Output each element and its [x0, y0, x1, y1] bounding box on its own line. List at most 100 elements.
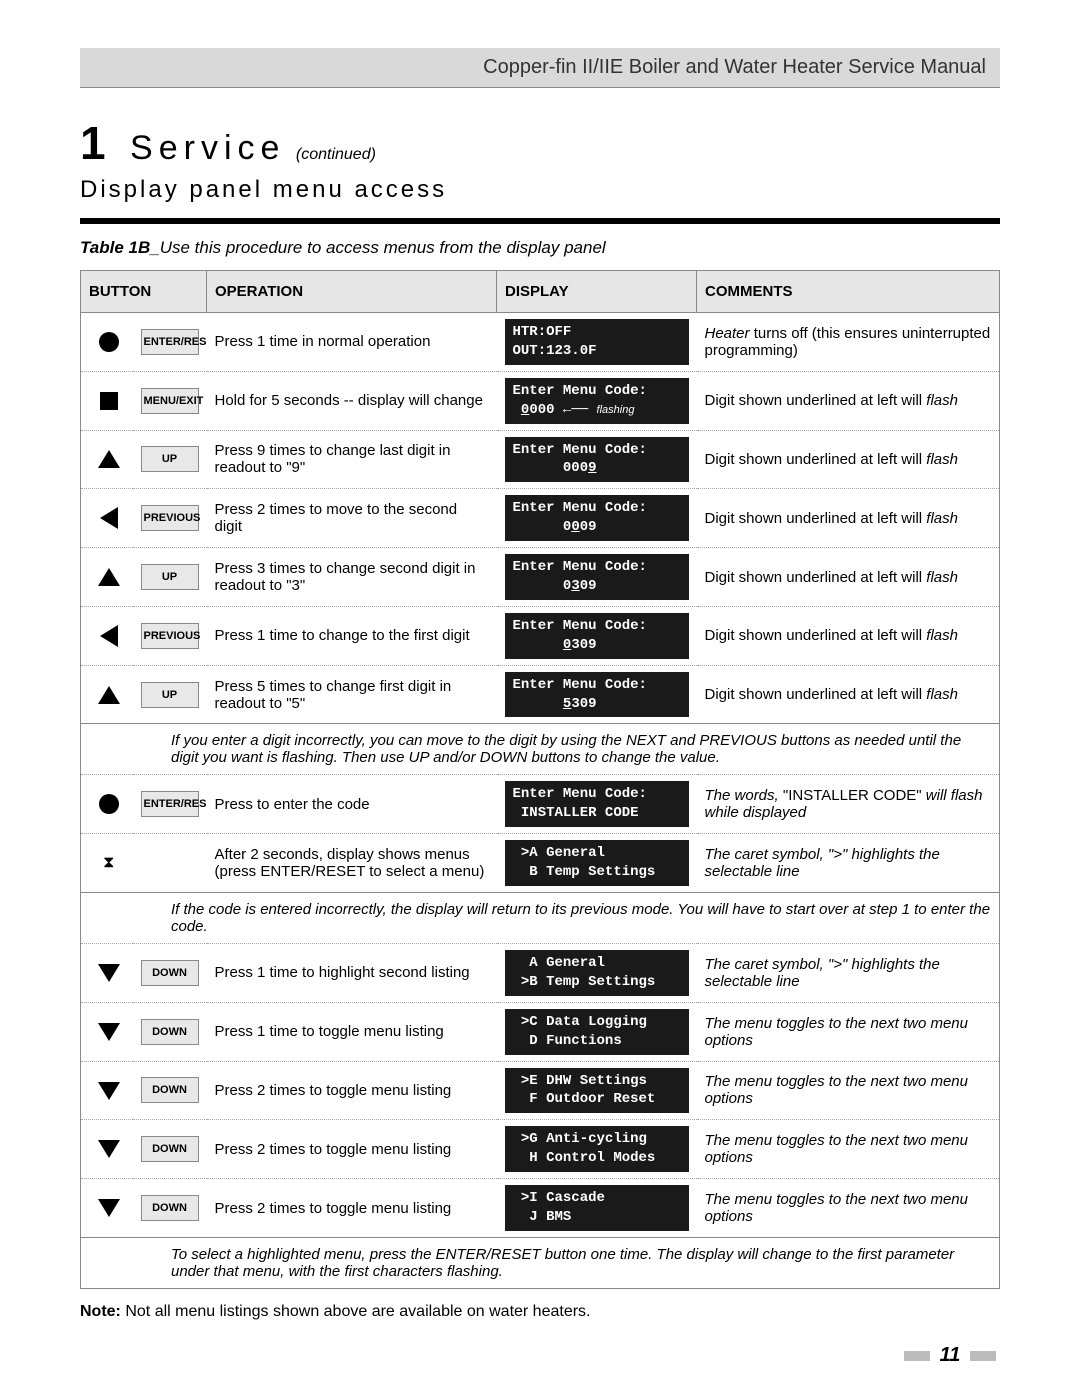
button-label: DOWN: [141, 1195, 199, 1221]
comments-cell: The menu toggles to the next two menu op…: [697, 1120, 1000, 1179]
button-label-cell: DOWN: [133, 1061, 207, 1120]
note-label: Note:: [80, 1303, 121, 1320]
display-cell: Enter Menu Code: INSTALLER CODE: [497, 775, 697, 834]
down-arrow-icon: [98, 1023, 120, 1041]
display-cell: Enter Menu Code: 0009: [497, 430, 697, 489]
th-comments: COMMENTS: [697, 271, 1000, 313]
lcd-display: Enter Menu Code: 0009: [505, 495, 689, 541]
button-label-cell: DOWN: [133, 1179, 207, 1238]
button-label: DOWN: [141, 960, 199, 986]
button-label-cell: MENU/EXIT: [133, 371, 207, 430]
button-icon-cell: [81, 313, 133, 372]
page-number: 11: [900, 1344, 1000, 1367]
page-bar-right: [970, 1351, 996, 1361]
button-label: MENU/EXIT: [141, 388, 199, 414]
display-cell: >A General B Temp Settings: [497, 834, 697, 893]
operation-cell: Press 2 times to toggle menu listing: [207, 1120, 497, 1179]
button-label-cell: PREVIOUS: [133, 606, 207, 665]
lcd-display: Enter Menu Code: 0009: [505, 437, 689, 483]
button-icon-cell: [81, 489, 133, 548]
operation-cell: Press 1 time to highlight second listing: [207, 944, 497, 1003]
operation-cell: Press 5 times to change first digit in r…: [207, 665, 497, 724]
comments-cell: Digit shown underlined at left will flas…: [697, 548, 1000, 607]
operation-cell: Press 1 time to change to the first digi…: [207, 606, 497, 665]
page: Copper-fin II/IIE Boiler and Water Heate…: [0, 0, 1080, 1397]
table-caption-bold: Table 1B_: [80, 238, 160, 257]
button-label-cell: DOWN: [133, 1120, 207, 1179]
lcd-display: Enter Menu Code: 5309: [505, 672, 689, 718]
button-icon-cell: [81, 775, 133, 834]
button-icon-cell: [81, 371, 133, 430]
section-title: 1 Service (continued): [80, 116, 1000, 170]
comments-cell: The menu toggles to the next two menu op…: [697, 1002, 1000, 1061]
lcd-display: >A General B Temp Settings: [505, 840, 689, 886]
table-caption-text: Use this procedure to access menus from …: [160, 238, 606, 257]
display-cell: Enter Menu Code: 0009: [497, 489, 697, 548]
button-icon-cell: [81, 1061, 133, 1120]
note-row: If you enter a digit incorrectly, you ca…: [81, 724, 1000, 775]
button-icon-cell: [81, 944, 133, 1003]
display-cell: Enter Menu Code: 0000 ←── flashing: [497, 371, 697, 430]
display-cell: >E DHW Settings F Outdoor Reset: [497, 1061, 697, 1120]
button-label: DOWN: [141, 1077, 199, 1103]
product-name: Copper-fin II/IIE: [483, 56, 623, 78]
button-label: PREVIOUS: [141, 623, 199, 649]
down-arrow-icon: [98, 1082, 120, 1100]
up-arrow-icon: [98, 450, 120, 468]
button-icon-cell: [81, 430, 133, 489]
lcd-display: >C Data Logging D Functions: [505, 1009, 689, 1055]
comments-cell: The menu toggles to the next two menu op…: [697, 1179, 1000, 1238]
operation-cell: Press 2 times to move to the second digi…: [207, 489, 497, 548]
button-label: DOWN: [141, 1136, 199, 1162]
previous-arrow-icon: [100, 625, 118, 647]
operation-cell: Press 1 time in normal operation: [207, 313, 497, 372]
comments-cell: The caret symbol, ">" highlights the sel…: [697, 834, 1000, 893]
operation-cell: Press 2 times to toggle menu listing: [207, 1061, 497, 1120]
th-button: BUTTON: [81, 271, 207, 313]
subsection-title: Display panel menu access: [80, 176, 1000, 204]
note-row: If the code is entered incorrectly, the …: [81, 893, 1000, 944]
lcd-display: Enter Menu Code: INSTALLER CODE: [505, 781, 689, 827]
section-number: 1: [80, 117, 108, 169]
header-bar: Copper-fin II/IIE Boiler and Water Heate…: [80, 48, 1000, 88]
button-icon-cell: [81, 665, 133, 724]
note-row: To select a highlighted menu, press the …: [81, 1237, 1000, 1288]
button-label: PREVIOUS: [141, 505, 199, 531]
button-icon-cell: ⧗: [81, 834, 133, 893]
button-label: ENTER/RES: [141, 329, 199, 355]
footer-note: Note: Not all menu listings shown above …: [80, 1303, 1000, 1321]
button-label: ENTER/RES: [141, 791, 199, 817]
comments-cell: Digit shown underlined at left will flas…: [697, 489, 1000, 548]
display-cell: Enter Menu Code: 0309: [497, 548, 697, 607]
button-label: DOWN: [141, 1019, 199, 1045]
page-bar-left: [904, 1351, 930, 1361]
display-cell: Enter Menu Code: 0309: [497, 606, 697, 665]
button-label-cell: [133, 834, 207, 893]
menu-icon: [100, 392, 118, 410]
procedure-table: BUTTON OPERATION DISPLAY COMMENTS ENTER/…: [80, 270, 1000, 1289]
operation-cell: Hold for 5 seconds -- display will chang…: [207, 371, 497, 430]
enter-icon: [99, 332, 119, 352]
down-arrow-icon: [98, 1140, 120, 1158]
button-label: UP: [141, 682, 199, 708]
button-icon-cell: [81, 606, 133, 665]
section-continued: (continued): [296, 146, 376, 163]
button-icon-cell: [81, 1120, 133, 1179]
operation-cell: Press 2 times to toggle menu listing: [207, 1179, 497, 1238]
section-name: Service: [130, 129, 285, 167]
up-arrow-icon: [98, 568, 120, 586]
comments-cell: Digit shown underlined at left will flas…: [697, 606, 1000, 665]
button-label-cell: UP: [133, 430, 207, 489]
operation-cell: After 2 seconds, display shows menus (pr…: [207, 834, 497, 893]
previous-arrow-icon: [100, 507, 118, 529]
comments-cell: The caret symbol, ">" highlights the sel…: [697, 944, 1000, 1003]
comments-cell: Digit shown underlined at left will flas…: [697, 430, 1000, 489]
button-label-cell: UP: [133, 665, 207, 724]
hourglass-icon: ⧗: [103, 854, 114, 872]
display-cell: A General >B Temp Settings: [497, 944, 697, 1003]
lcd-display: Enter Menu Code: 0309: [505, 613, 689, 659]
button-label-cell: UP: [133, 548, 207, 607]
display-cell: Enter Menu Code: 5309: [497, 665, 697, 724]
th-display: DISPLAY: [497, 271, 697, 313]
lcd-display: Enter Menu Code: 0309: [505, 554, 689, 600]
